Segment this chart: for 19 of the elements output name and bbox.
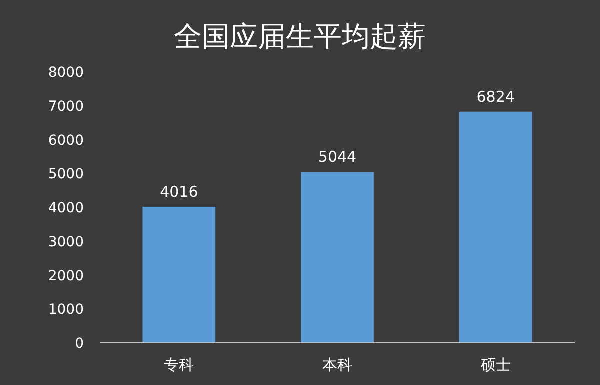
chart-title: 全国应届生平均起薪 bbox=[174, 20, 426, 53]
y-tick-label: 4000 bbox=[48, 200, 84, 216]
bar bbox=[142, 206, 216, 343]
x-tick-label: 硕士 bbox=[480, 356, 511, 374]
x-tick-label: 本科 bbox=[322, 356, 352, 374]
y-tick-label: 5000 bbox=[48, 166, 84, 183]
data-label: 4016 bbox=[160, 182, 198, 201]
y-tick-label: 3000 bbox=[48, 234, 84, 250]
y-tick-label: 7000 bbox=[48, 98, 84, 115]
data-label: 5044 bbox=[318, 148, 357, 166]
y-tick-label: 6000 bbox=[48, 132, 84, 149]
bar bbox=[301, 172, 374, 343]
y-tick-label: 2000 bbox=[48, 268, 84, 284]
y-tick-label: 0 bbox=[75, 336, 84, 352]
bar bbox=[459, 112, 532, 343]
y-tick-label: 1000 bbox=[48, 302, 84, 318]
y-tick-label: 8000 bbox=[48, 65, 84, 81]
x-tick-label: 专科 bbox=[164, 356, 194, 374]
data-label: 6824 bbox=[476, 88, 515, 106]
